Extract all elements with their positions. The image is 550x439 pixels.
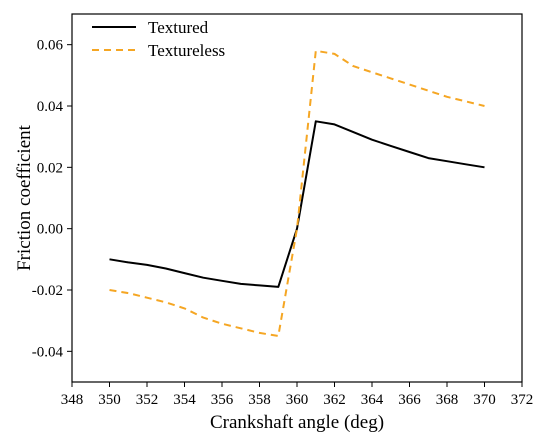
x-tick-label: 360 (286, 392, 309, 408)
series-line-textured (109, 120, 485, 288)
legend: Textured Textureless (92, 18, 225, 60)
y-axis-ticks: -0.04 -0.02 0.00 0.02 0.04 0.06 (32, 38, 72, 360)
x-tick-label: 354 (173, 392, 196, 408)
x-tick-label: 350 (98, 392, 121, 408)
x-axis-ticks: 348 350 352 354 356 358 360 362 364 366 368 370 372 (61, 382, 534, 408)
y-tick-label: 0.06 (37, 38, 64, 54)
y-axis-title: Friction coefficient (14, 124, 35, 271)
x-tick-label: 370 (473, 392, 496, 408)
x-tick-label: 356 (211, 392, 234, 408)
legend-label-textureless: Textureless (148, 41, 225, 60)
x-axis-title: Crankshaft angle (deg) (210, 412, 384, 433)
y-tick-label: 0.00 (37, 222, 63, 238)
x-tick-label: 352 (136, 392, 159, 408)
x-tick-label: 348 (61, 392, 84, 408)
y-tick-label: -0.02 (32, 283, 63, 299)
series-line-textureless (109, 49, 485, 337)
x-tick-label: 372 (511, 392, 534, 408)
x-tick-label: 362 (323, 392, 346, 408)
series-layer (109, 49, 485, 337)
y-tick-label: 0.02 (37, 160, 63, 176)
y-tick-label: -0.04 (32, 344, 64, 360)
x-tick-label: 366 (398, 392, 421, 408)
legend-label-textured: Textured (148, 18, 209, 37)
x-tick-label: 368 (436, 392, 459, 408)
y-tick-label: 0.04 (37, 99, 64, 115)
plot-area (71, 13, 523, 383)
plot-frame (71, 13, 523, 383)
x-tick-label: 358 (248, 392, 271, 408)
x-tick-label: 364 (361, 392, 384, 408)
